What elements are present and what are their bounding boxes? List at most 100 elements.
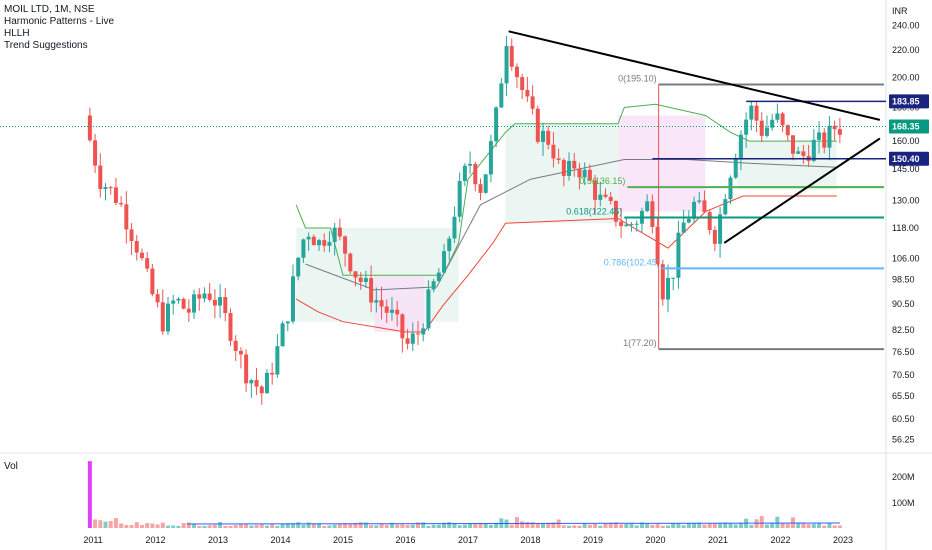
candle-up xyxy=(582,169,587,178)
volume-bar xyxy=(285,523,290,528)
hllh-band-fill xyxy=(618,115,706,212)
candle-down xyxy=(343,236,348,254)
indicator-hllh[interactable]: HLLH xyxy=(4,28,30,39)
volume-bar xyxy=(733,524,738,528)
indicator-harmonic[interactable]: Harmonic Patterns - Live xyxy=(4,16,115,27)
volume-bar xyxy=(212,524,217,528)
candle-down xyxy=(358,277,363,282)
volume-bar xyxy=(186,522,191,528)
y-axis-unit: INR xyxy=(892,6,908,16)
volume-bar xyxy=(416,522,420,528)
volume-bar xyxy=(108,521,113,528)
volume-bar xyxy=(561,525,566,528)
volume-bar xyxy=(98,520,103,528)
candle-up xyxy=(389,309,394,313)
candle-up xyxy=(645,201,650,211)
volume-bar xyxy=(525,521,530,528)
candle-up xyxy=(770,119,775,128)
candle-down xyxy=(603,194,608,197)
volume-bar xyxy=(624,523,629,528)
trendline xyxy=(508,30,881,121)
x-tick-label: 2013 xyxy=(208,535,228,545)
symbol-title: MOIL LTD, 1M, NSE xyxy=(4,4,95,15)
volume-bar xyxy=(650,525,655,528)
volume-bar xyxy=(202,525,207,528)
candle-down xyxy=(822,132,827,148)
candle-up xyxy=(166,303,170,332)
candle-up xyxy=(676,232,681,278)
candle-up xyxy=(457,180,462,217)
volume-bar xyxy=(473,523,478,528)
candle-up xyxy=(426,289,431,329)
candle-down xyxy=(139,252,144,259)
volume-bar xyxy=(353,522,358,528)
volume-bar xyxy=(395,524,400,528)
candle-down xyxy=(87,115,92,141)
volume-bar xyxy=(598,525,603,528)
indicator-trend[interactable]: Trend Suggestions xyxy=(4,40,88,51)
price-label-box xyxy=(889,119,929,134)
x-tick-label: 2018 xyxy=(520,535,540,545)
candle-down xyxy=(712,230,717,244)
x-tick-label: 2016 xyxy=(395,535,415,545)
volume-bar xyxy=(806,524,811,528)
candle-up xyxy=(827,125,832,148)
candle-down xyxy=(520,77,525,91)
volume-bar xyxy=(582,523,587,528)
candle-up xyxy=(681,222,686,233)
volume-bar xyxy=(666,525,670,528)
candle-down xyxy=(337,227,342,237)
candle-up xyxy=(541,130,545,142)
x-tick-label: 2015 xyxy=(333,535,353,545)
candle-down xyxy=(238,350,243,355)
candle-up xyxy=(692,201,697,219)
candle-up xyxy=(202,293,207,299)
volume-bar xyxy=(317,523,322,528)
candle-down xyxy=(780,113,785,126)
candle-down xyxy=(478,184,483,193)
volume-bar xyxy=(478,522,483,528)
volume-bar xyxy=(452,522,457,528)
volume-bar xyxy=(468,523,473,528)
candle-up xyxy=(775,113,780,120)
candle-down xyxy=(707,212,712,231)
candle-up xyxy=(301,239,306,258)
candle-up xyxy=(462,165,467,181)
candle-down xyxy=(791,135,795,154)
x-tick-label: 2011 xyxy=(83,535,102,545)
y-tick-label: 70.50 xyxy=(892,370,915,380)
y-tick-label: 76.50 xyxy=(892,347,915,357)
candle-up xyxy=(363,278,368,282)
candle-up xyxy=(447,238,452,252)
candle-up xyxy=(374,300,379,303)
candle-down xyxy=(395,309,400,315)
candle-up xyxy=(264,372,269,394)
candle-up xyxy=(634,223,639,225)
volume-bar xyxy=(660,525,665,528)
volume-bar xyxy=(228,525,233,528)
y-tick-label: 60.50 xyxy=(892,414,915,424)
y-tick-label: 240.00 xyxy=(892,20,920,30)
volume-bar xyxy=(712,523,717,528)
volume-bar xyxy=(707,523,712,528)
candle-up xyxy=(327,241,332,246)
volume-bar xyxy=(697,522,702,528)
candle-up xyxy=(504,46,509,84)
volume-bar xyxy=(702,524,707,528)
candle-down xyxy=(785,125,790,136)
chart-legend: MOIL LTD, 1M, NSE Harmonic Patterns - Li… xyxy=(4,4,114,52)
candle-down xyxy=(400,314,405,339)
candle-down xyxy=(509,46,514,67)
candle-up xyxy=(442,251,447,273)
candle-down xyxy=(98,165,103,190)
volume-bar xyxy=(374,525,379,528)
candle-up xyxy=(817,132,822,140)
volume-bar xyxy=(770,522,775,528)
candle-down xyxy=(113,187,118,203)
y-tick-label: 90.50 xyxy=(892,299,915,309)
candle-down xyxy=(556,158,561,160)
candle-down xyxy=(108,187,113,189)
volume-bar xyxy=(546,522,551,528)
candle-down xyxy=(405,338,410,344)
